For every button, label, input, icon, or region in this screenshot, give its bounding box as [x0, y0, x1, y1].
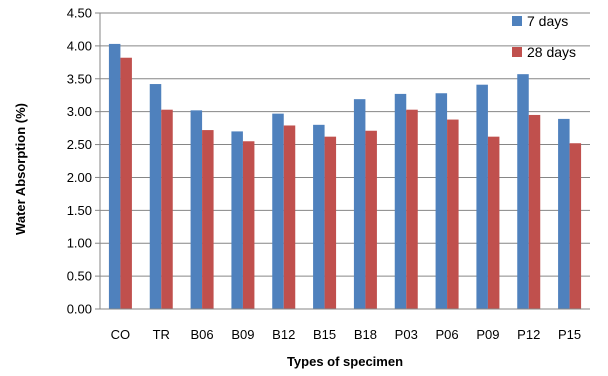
x-tick-label: TR	[153, 327, 170, 342]
bar-7-days-B09	[231, 131, 243, 309]
bar-28-days-B18	[365, 130, 377, 309]
bars	[108, 43, 582, 310]
y-tick-label: 2.00	[67, 170, 92, 185]
y-axis-title: Water Absorption (%)	[13, 103, 28, 235]
gridlines	[95, 12, 590, 310]
bar-7-days-B12	[272, 113, 284, 309]
bar-7-days-TR	[149, 84, 162, 309]
y-tick-label: 3.00	[67, 104, 92, 119]
bar-28-days-P06	[447, 119, 459, 309]
x-tick-label: B09	[231, 327, 254, 342]
legend-label: 7 days	[527, 13, 568, 29]
y-tick-label: 2.50	[67, 137, 92, 152]
bar-28-days-P09	[487, 136, 500, 309]
legend-label: 28 days	[527, 44, 576, 60]
bar-7-days-P03	[394, 93, 407, 309]
bar-28-days-CO	[120, 57, 132, 310]
bar-28-days-TR	[161, 109, 173, 310]
x-tick-label: P12	[517, 327, 540, 342]
legend-swatch	[512, 16, 522, 26]
bar-7-days-B15	[313, 124, 325, 309]
x-tick-label: CO	[111, 327, 131, 342]
bar-7-days-P06	[435, 93, 448, 309]
x-tick-label: B12	[272, 327, 295, 342]
bar-7-days-B18	[353, 99, 366, 310]
x-tick-label: P06	[436, 327, 459, 342]
legend-swatch	[512, 47, 522, 57]
x-tick-label: P09	[476, 327, 499, 342]
bar-7-days-P12	[517, 74, 529, 309]
bar-28-days-P15	[569, 143, 582, 309]
bar-7-days-CO	[108, 43, 121, 309]
axes	[99, 13, 590, 310]
bar-28-days-P03	[406, 109, 418, 310]
y-tick-labels: 0.00 0.50 1.00 1.50 2.00 2.50 3.00 3.50 4.00 4.50	[67, 6, 92, 317]
x-tick-label: P15	[558, 327, 581, 342]
y-tick-label: 4.00	[67, 38, 92, 53]
x-axis-title: Types of specimen	[287, 354, 403, 369]
x-tick-labels: CO TR B06 B09 B12 B15 B18 P03 P06 P09 P12 P15	[111, 327, 581, 342]
x-tick-label: B18	[354, 327, 377, 342]
bar-7-days-B06	[190, 110, 203, 310]
bar-28-days-B06	[202, 130, 214, 309]
legend: 7 days 28 days	[512, 13, 576, 60]
bar-28-days-P12	[528, 114, 541, 309]
x-tick-label: B15	[313, 327, 336, 342]
bar-28-days-B09	[242, 141, 255, 309]
bar-7-days-P09	[476, 84, 488, 309]
y-tick-label: 4.50	[67, 6, 92, 21]
y-tick-label: 0.50	[67, 269, 92, 284]
y-tick-label: 0.00	[67, 302, 92, 317]
y-tick-label: 1.50	[67, 203, 92, 218]
x-tick-label: P03	[395, 327, 418, 342]
bar-28-days-B15	[324, 136, 337, 309]
x-tick-label: B06	[191, 327, 214, 342]
bar-28-days-B12	[283, 125, 296, 309]
y-tick-label: 1.00	[67, 236, 92, 251]
y-tick-label: 3.50	[67, 71, 92, 86]
bar-7-days-P15	[558, 118, 570, 309]
